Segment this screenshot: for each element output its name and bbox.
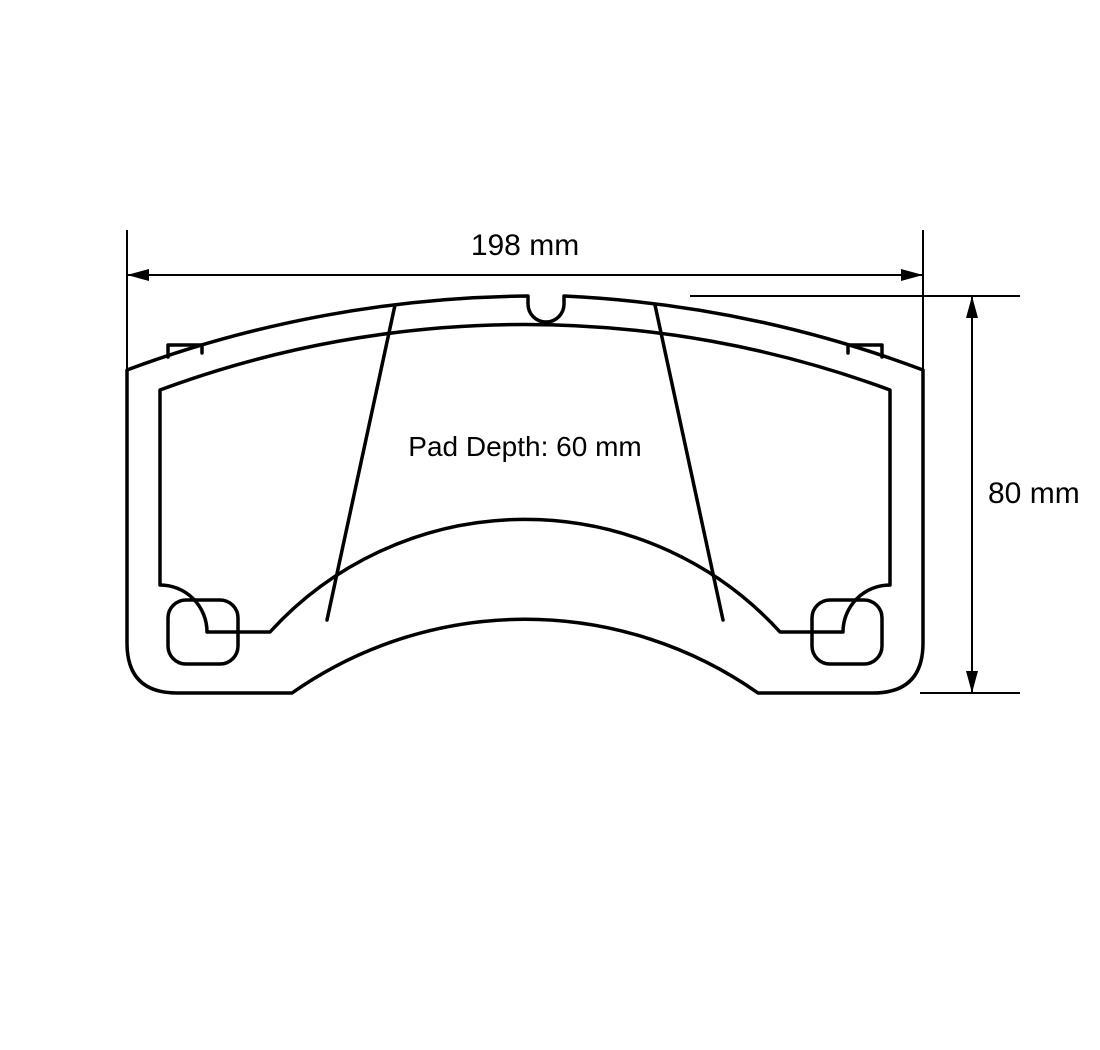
brake-pad-diagram: 198 mm 80 mm Pad Depth: 60 mm: [0, 0, 1100, 1050]
height-label: 80 mm: [988, 477, 1080, 510]
brake-pad-outline: [127, 296, 923, 693]
width-dimension: 198 mm: [127, 229, 923, 370]
depth-label: Pad Depth: 60 mm: [408, 431, 641, 462]
width-label: 198 mm: [471, 229, 579, 262]
